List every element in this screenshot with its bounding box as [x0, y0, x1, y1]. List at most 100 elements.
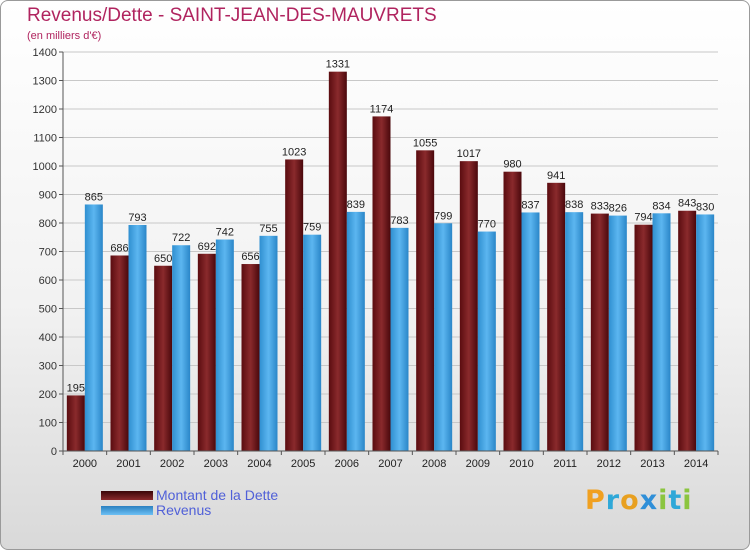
bar-dette [634, 224, 653, 451]
bar-revenus [608, 215, 627, 451]
x-tick-label: 2013 [640, 458, 664, 470]
y-tick-label: 1000 [33, 161, 57, 173]
bar-dette [590, 213, 609, 451]
bar-revenus [652, 213, 671, 451]
bar-revenus [565, 212, 584, 451]
data-label-revenus: 838 [565, 199, 583, 211]
bar-revenus [259, 235, 278, 451]
legend-label-dette: Montant de la Dette [156, 487, 279, 503]
data-label-revenus: 793 [128, 212, 146, 224]
data-label-dette: 1023 [282, 146, 306, 158]
data-label-dette: 195 [67, 382, 85, 394]
x-tick-label: 2012 [597, 458, 621, 470]
proxiti-logo: Proxiti [585, 485, 693, 516]
x-tick-label: 2006 [335, 458, 359, 470]
y-tick-label: 0 [51, 446, 57, 458]
y-axis: 0 100 200 300 400 500 600 700 800 900 1000 1100 1200… [33, 47, 64, 458]
x-tick-label: 2011 [553, 458, 577, 470]
bar-dette [678, 210, 697, 451]
x-axis: 2000 2001 2002 2003 2004 2005 2006 2007 2008 2009… [62, 450, 719, 470]
data-label-dette: 1174 [370, 103, 394, 115]
logo-letter: o [620, 485, 640, 516]
data-label-revenus: 759 [303, 222, 321, 234]
y-tick-label: 200 [39, 389, 57, 401]
data-label-revenus: 826 [609, 203, 627, 215]
bar-dette [66, 395, 85, 451]
x-tick-label: 2002 [160, 458, 184, 470]
data-label-dette: 656 [241, 251, 259, 263]
x-tick-label: 2004 [247, 458, 271, 470]
y-tick-label: 600 [39, 275, 57, 287]
logo-letter: t [668, 485, 683, 516]
logo-letter: x [639, 485, 659, 516]
data-label-dette: 1055 [413, 137, 437, 149]
bar-revenus [128, 224, 147, 451]
x-tick-label: 2009 [466, 458, 490, 470]
data-label-revenus: 755 [259, 223, 277, 235]
bar-revenus [521, 212, 540, 451]
bar-revenus [346, 211, 365, 451]
bars [66, 71, 715, 451]
y-tick-label: 700 [39, 247, 57, 259]
data-label-dette: 1017 [457, 148, 481, 160]
data-label-revenus: 799 [434, 210, 452, 222]
y-tick-label: 1300 [33, 76, 57, 88]
data-label-revenus: 722 [172, 232, 190, 244]
data-label-revenus: 830 [696, 201, 714, 213]
bar-dette [285, 159, 304, 451]
bar-dette [197, 253, 216, 451]
x-tick-label: 2003 [204, 458, 228, 470]
y-tick-label: 900 [39, 190, 57, 202]
legend-label-revenus: Revenus [156, 502, 212, 518]
x-tick-label: 2000 [73, 458, 97, 470]
x-tick-label: 2008 [422, 458, 446, 470]
legend-swatch-revenus [101, 506, 153, 515]
y-tick-label: 400 [39, 332, 57, 344]
chart-subtitle: (en milliers d'€) [27, 30, 102, 42]
chart-title: Revenus/Dette - SAINT-JEAN-DES-MAUVRETS [27, 5, 437, 26]
data-label-dette: 650 [154, 253, 172, 265]
data-label-dette: 794 [634, 212, 652, 224]
y-tick-label: 1200 [33, 104, 57, 116]
bar-revenus [215, 239, 234, 451]
bar-dette [547, 182, 566, 451]
data-label-dette: 833 [591, 201, 609, 213]
bar-revenus [434, 223, 453, 451]
logo-letter: P [585, 485, 606, 516]
bar-revenus [172, 245, 191, 451]
data-label-dette: 941 [547, 170, 565, 182]
bar-dette [503, 171, 522, 451]
bar-dette [328, 71, 347, 451]
logo-letter: i [658, 485, 669, 516]
y-tick-label: 500 [39, 304, 57, 316]
logo-letter: r [605, 485, 621, 516]
legend-swatch-dette [101, 491, 153, 500]
data-label-dette: 980 [503, 159, 521, 171]
data-label-revenus: 770 [478, 219, 496, 231]
x-tick-label: 2005 [291, 458, 315, 470]
x-tick-label: 2001 [116, 458, 140, 470]
bar-revenus [477, 231, 496, 451]
x-tick-label: 2007 [378, 458, 402, 470]
x-tick-label: 2014 [684, 458, 708, 470]
bar-revenus [303, 234, 322, 451]
data-label-dette: 843 [678, 198, 696, 210]
data-label-revenus: 839 [347, 199, 365, 211]
y-tick-label: 1400 [33, 47, 57, 59]
y-tick-label: 800 [39, 218, 57, 230]
data-label-revenus: 837 [521, 199, 539, 211]
data-label-dette: 692 [198, 241, 216, 253]
bar-dette [241, 264, 260, 451]
bar-dette [416, 150, 435, 451]
bar-dette [110, 255, 129, 451]
bar-dette [372, 116, 391, 451]
bar-revenus [390, 227, 409, 451]
data-label-dette: 686 [110, 242, 128, 254]
y-tick-label: 1100 [33, 133, 57, 145]
data-label-revenus: 865 [85, 191, 103, 203]
bar-dette [459, 161, 478, 451]
data-label-revenus: 742 [216, 227, 234, 239]
